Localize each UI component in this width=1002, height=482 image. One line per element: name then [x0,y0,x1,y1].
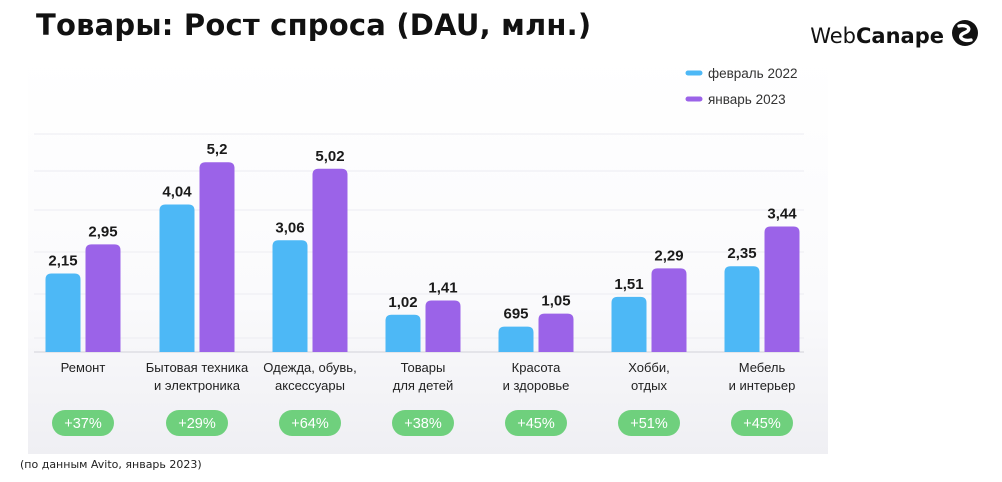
category-label: Одежда, обувь, аксессуары [263,360,356,393]
growth-badge [52,410,114,436]
page-title: Товары: Рост спроса (DAU, млн.) [36,8,592,42]
bar-jan-2023 [199,162,235,352]
bar-jan-2023 [538,313,574,352]
category-label-line: Красота [512,360,561,375]
bar-feb-2022 [45,273,81,352]
growth-badge [392,410,454,436]
category-label-line: Товары [401,360,446,375]
bar-jan-2023 [425,300,461,352]
data-label: 2,95 [88,223,117,240]
logo-wordmark: WebCanape [810,24,944,48]
data-label: 695 [503,306,528,323]
bar-jan-2023 [764,226,800,352]
chart-panel: февраль 2022 январь 2023 2,15 2,95 Ремонт +37… [28,56,828,454]
category-label: Товары для детей [393,360,454,393]
growth-badge-label: +64% [291,416,329,432]
data-label: 3,44 [767,205,797,222]
data-label: 4,04 [162,184,192,201]
data-label: 5,02 [315,148,344,165]
growth-badge-label: +37% [64,416,102,432]
category-label-line: для детей [393,378,454,393]
category-label-line: и электроника [154,378,241,393]
growth-badge-label: +45% [517,416,555,432]
bar-feb-2022 [498,326,534,352]
demand-growth-chart: февраль 2022 январь 2023 2,15 2,95 Ремонт +37… [28,56,828,454]
bar-feb-2022 [724,266,760,352]
data-label: 1,02 [388,294,417,311]
source-footnote: (по данным Avito, январь 2023) [20,458,202,471]
category-label-line: Хобби, [628,360,670,375]
category-label: Бытовая техника и электроника [146,360,249,393]
category-label: Мебель и интерьер [729,360,796,393]
category-label-line: Ремонт [61,360,106,375]
legend-label: январь 2023 [708,92,786,107]
bar-feb-2022 [272,240,308,352]
bar-feb-2022 [159,204,195,352]
data-label: 2,15 [48,253,77,270]
growth-badge [279,410,341,436]
growth-badge-label: +45% [743,416,781,432]
data-label: 3,06 [275,219,304,236]
brand-logo: WebCanape [810,18,980,53]
category-label-line: и интерьер [729,378,796,393]
growth-badge [731,410,793,436]
bar-jan-2023 [312,168,348,352]
bar-jan-2023 [651,268,687,352]
category-label-line: Бытовая техника [146,360,249,375]
chart-background [28,56,828,454]
bar-jan-2023 [85,244,121,352]
category-label-line: Одежда, обувь, [263,360,356,375]
data-label: 5,2 [207,141,228,158]
webcanape-logo-icon [950,18,980,53]
bar-feb-2022 [385,314,421,352]
data-label: 1,51 [614,276,643,293]
data-label: 1,41 [428,280,457,297]
legend-label: февраль 2022 [708,66,798,81]
bar-feb-2022 [611,296,647,352]
logo-text-light: Web [810,23,857,48]
category-label-line: и здоровье [503,378,570,393]
growth-badge [505,410,567,436]
category-label-line: аксессуары [275,378,345,393]
category-label-line: Мебель [739,360,786,375]
growth-badge [618,410,680,436]
category-label: Хобби, отдых [628,360,670,393]
logo-text-bold: Canape [856,23,944,48]
category-label: Ремонт [61,360,106,375]
category-label: Красота и здоровье [503,360,570,393]
growth-badge-label: +38% [404,416,442,432]
data-label: 2,29 [654,247,683,264]
data-label: 2,35 [727,245,756,262]
growth-badge [166,410,228,436]
data-label: 1,05 [541,293,570,310]
growth-badge-label: +29% [178,416,216,432]
category-label-line: отдых [631,378,667,393]
growth-badge-label: +51% [630,416,668,432]
